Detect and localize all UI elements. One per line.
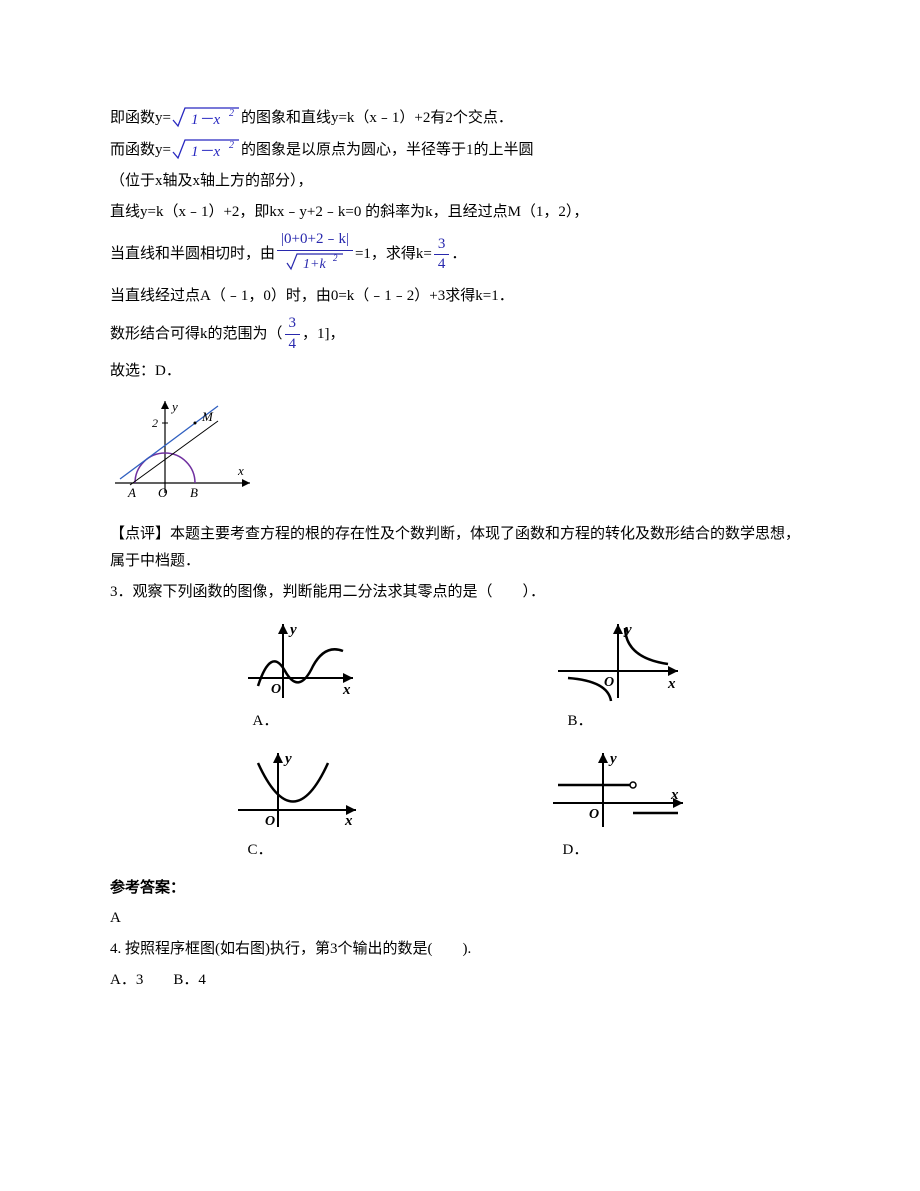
numerator: 3 xyxy=(285,314,301,335)
solution-line-7: 数形结合可得k的范围为（ 3 4 ，1]， xyxy=(110,314,810,354)
svg-text:y: y xyxy=(608,751,617,767)
svg-text:1+k: 1+k xyxy=(303,257,326,272)
svg-text:O: O xyxy=(589,807,599,822)
label-d: D． xyxy=(543,837,589,864)
svg-text:x: x xyxy=(344,813,353,829)
svg-text:M: M xyxy=(201,409,214,424)
svg-text:1－x: 1－x xyxy=(191,112,221,128)
text: 即函数y= xyxy=(110,105,171,132)
label-c: C． xyxy=(228,837,273,864)
svg-text:2: 2 xyxy=(333,253,338,263)
numerator: |0+0+2﹣k| xyxy=(277,230,353,251)
solution-line-1: 即函数y= 1－x 2 的图象和直线y=k（x﹣1）+2有2个交点． xyxy=(110,104,810,132)
answer-3: A xyxy=(110,905,810,932)
comment: 【点评】本题主要考查方程的根的存在性及个数判断，体现了函数和方程的转化及数形结合… xyxy=(110,521,810,575)
graph-c: y x O xyxy=(228,745,368,835)
svg-text:B: B xyxy=(190,485,198,500)
option-d: y x O D． xyxy=(543,745,693,864)
denominator: 4 xyxy=(285,335,301,355)
label-b: B． xyxy=(548,708,593,735)
question-4-options: A．3 B．4 xyxy=(110,967,810,994)
text: 的图象和直线y=k（x﹣1）+2有2个交点． xyxy=(241,105,513,132)
svg-text:2: 2 xyxy=(152,416,158,430)
frac-3-4: 3 4 xyxy=(285,314,301,354)
svg-text:x: x xyxy=(237,463,244,478)
numerator: 3 xyxy=(434,235,450,256)
question-4: 4. 按照程序框图(如右图)执行，第3个输出的数是( ). xyxy=(110,936,810,963)
semicircle-diagram: 2 y M x A O B xyxy=(110,393,810,513)
solution-line-6: 当直线经过点A（﹣1，0）时，由0=k（﹣1﹣2）+3求得k=1． xyxy=(110,283,810,310)
sqrt-1-minus-x2: 1－x 2 xyxy=(171,136,241,164)
text: 的图象是以原点为圆心，半径等于1的上半圆 xyxy=(241,137,534,164)
svg-text:O: O xyxy=(604,675,614,690)
text: ． xyxy=(451,241,466,268)
denominator: 1+k 2 xyxy=(281,251,349,280)
solution-line-2: 而函数y= 1－x 2 的图象是以原点为圆心，半径等于1的上半圆 xyxy=(110,136,810,164)
svg-text:2: 2 xyxy=(229,140,234,151)
svg-text:y: y xyxy=(170,399,178,414)
answer-label: 参考答案： xyxy=(110,874,810,901)
sqrt-1-minus-x2: 1－x 2 xyxy=(171,104,241,132)
option-c: y x O C． xyxy=(228,745,368,864)
svg-text:y: y xyxy=(283,751,292,767)
graph-a: y x O xyxy=(233,616,363,706)
text: 当直线和半圆相切时，由 xyxy=(110,241,275,268)
graph-b: y x O xyxy=(548,616,688,706)
svg-text:O: O xyxy=(265,814,275,829)
solution-line-4: 直线y=k（x﹣1）+2，即kx﹣y+2﹣k=0 的斜率为k，且经过点M（1，2… xyxy=(110,199,810,226)
svg-text:y: y xyxy=(288,622,297,638)
options-row-2: y x O C． y x O D． xyxy=(110,745,810,864)
options-row-1: y x O A． y x O B． xyxy=(110,616,810,735)
svg-text:x: x xyxy=(670,787,679,803)
option-a: y x O A． xyxy=(233,616,363,735)
text: 数形结合可得k的范围为（ xyxy=(110,321,283,348)
text: =1，求得k= xyxy=(355,241,432,268)
text: ，1]， xyxy=(302,321,345,348)
svg-text:A: A xyxy=(127,485,136,500)
svg-text:O: O xyxy=(271,682,281,697)
svg-text:y: y xyxy=(623,622,632,638)
svg-text:1－x: 1－x xyxy=(191,144,221,160)
solution-line-5: 当直线和半圆相切时，由 |0+0+2﹣k| 1+k 2 =1，求得k= 3 4 … xyxy=(110,230,810,279)
question-3: 3．观察下列函数的图像，判断能用二分法求其零点的是（ ）． xyxy=(110,579,810,606)
tangent-fraction: |0+0+2﹣k| 1+k 2 xyxy=(277,230,353,279)
text: 而函数y= xyxy=(110,137,171,164)
svg-text:O: O xyxy=(158,485,168,500)
solution-line-3: （位于x轴及x轴上方的部分）， xyxy=(110,168,810,195)
svg-text:2: 2 xyxy=(229,108,234,119)
option-b: y x O B． xyxy=(548,616,688,735)
denominator: 4 xyxy=(434,255,450,275)
svg-text:x: x xyxy=(667,676,676,692)
graph-d: y x O xyxy=(543,745,693,835)
answer-d: 故选：D． xyxy=(110,358,810,385)
svg-text:x: x xyxy=(342,682,351,698)
label-a: A． xyxy=(233,708,279,735)
frac-3-4: 3 4 xyxy=(434,235,450,275)
